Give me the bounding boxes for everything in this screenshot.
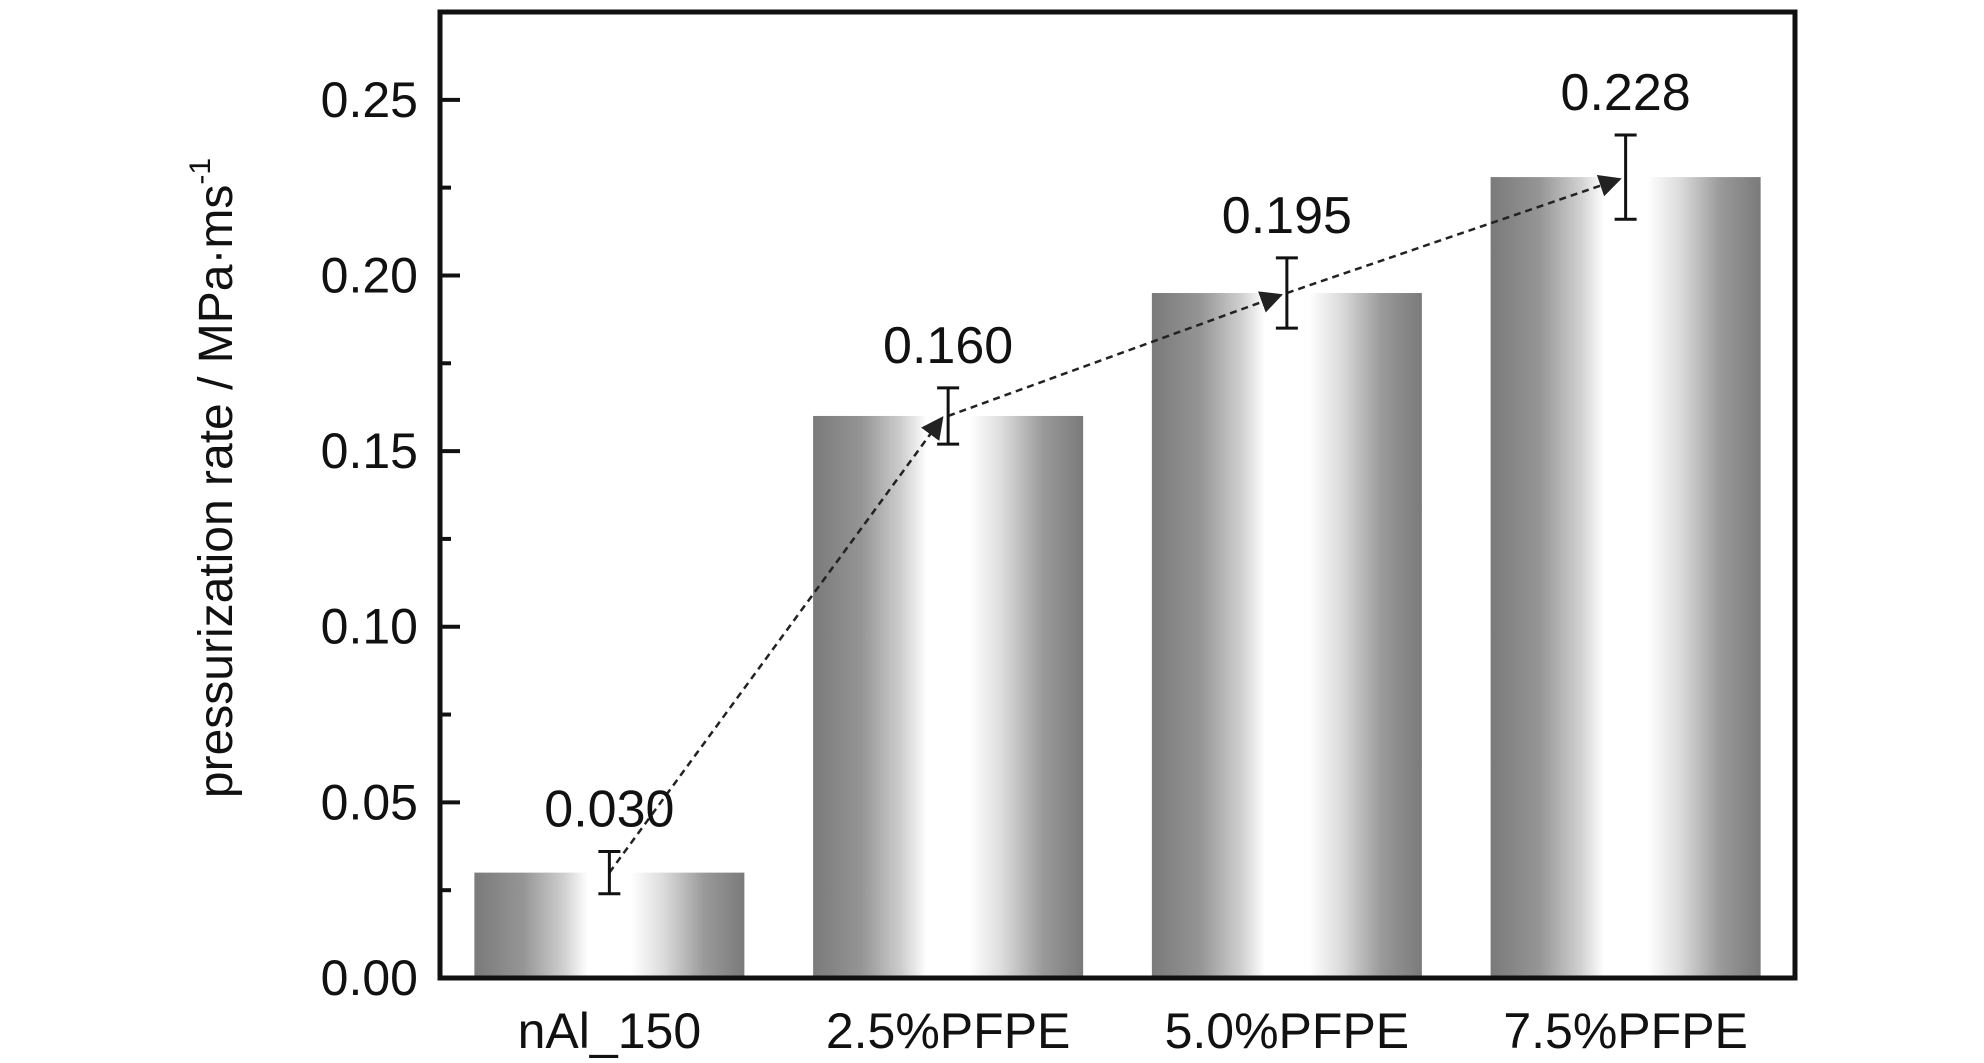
x-category-label: 7.5%PFPE <box>1503 1003 1748 1059</box>
y-tick-label: 0.15 <box>321 423 418 479</box>
error-bar <box>937 386 960 446</box>
value-labels-layer: 0.030 0.160 0.195 0.228 <box>544 64 1690 839</box>
bars-layer <box>474 177 1761 979</box>
bar-5-0-pfpe <box>1151 293 1422 978</box>
value-label: 0.030 <box>544 781 674 839</box>
bar-2-5-pfpe <box>813 415 1084 978</box>
trend-layer <box>608 175 1622 874</box>
plot-frame <box>437 9 1798 981</box>
x-category-label: 5.0%PFPE <box>1165 1003 1410 1059</box>
y-tick-label: 0.25 <box>321 72 418 128</box>
value-label: 0.228 <box>1561 64 1691 122</box>
y-axis-title-text: pressurization rate / MPa·ms <box>190 185 243 799</box>
value-label: 0.195 <box>1222 187 1352 245</box>
y-axis-title: pressurization rate / MPa·ms-1 <box>184 158 243 798</box>
x-category-labels-layer: nAl_150 2.5%PFPE 5.0%PFPE 7.5%PFPE <box>518 1003 1748 1059</box>
y-axis-title-superscript: -1 <box>184 158 217 185</box>
x-category-label: nAl_150 <box>518 1003 702 1059</box>
y-tick-label: 0.20 <box>321 247 418 303</box>
y-tick-label: 0.05 <box>321 774 418 830</box>
error-bar <box>1275 256 1298 330</box>
bar-7-5-pfpe <box>1490 177 1761 979</box>
trend-arrow <box>608 416 944 874</box>
axes-layer <box>437 9 1798 981</box>
value-label: 0.160 <box>883 317 1013 375</box>
y-tick-label: 0.10 <box>321 599 418 655</box>
error-bar <box>598 850 621 896</box>
error-bars-layer <box>598 133 1637 896</box>
x-category-label: 2.5%PFPE <box>826 1003 1071 1059</box>
y-tick-label: 0.00 <box>321 950 418 1006</box>
y-ticks-layer: 0.00 0.05 0.10 0.15 0.20 0.25 <box>321 10 460 1006</box>
trend-arrow <box>1286 175 1622 295</box>
error-bar <box>1614 133 1637 221</box>
